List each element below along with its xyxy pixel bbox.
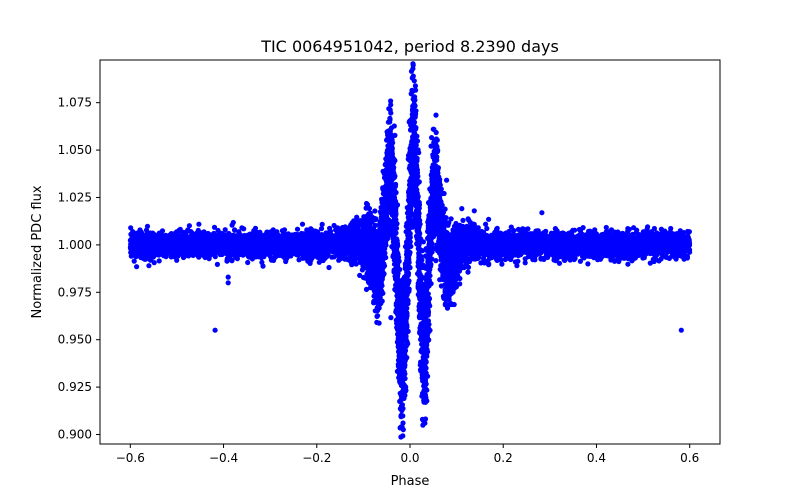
- data-point: [281, 227, 288, 233]
- data-point: [388, 98, 394, 104]
- data-point: [626, 226, 632, 232]
- data-point: [603, 224, 609, 231]
- data-point: [333, 227, 339, 233]
- data-point: [306, 230, 312, 236]
- data-point: [158, 231, 164, 237]
- data-point: [372, 222, 378, 228]
- data-point: [229, 257, 235, 264]
- data-point: [318, 226, 325, 232]
- data-point: [195, 227, 201, 233]
- data-point: [268, 229, 274, 235]
- data-point: [448, 216, 454, 222]
- data-point: [666, 255, 673, 261]
- data-point: [486, 216, 492, 222]
- data-point: [522, 260, 528, 266]
- data-point: [484, 225, 490, 232]
- data-point: [317, 255, 323, 262]
- data-point: [483, 221, 489, 227]
- data-point: [625, 261, 631, 267]
- data-point: [471, 221, 477, 227]
- data-point: [156, 258, 162, 264]
- data-point: [459, 206, 465, 212]
- data-point: [186, 223, 192, 229]
- data-point: [508, 224, 514, 230]
- data-point: [214, 261, 220, 267]
- data-point: [499, 261, 505, 267]
- data-point: [128, 225, 134, 231]
- data-point: [354, 214, 360, 220]
- data-point: [470, 227, 476, 233]
- data-point: [134, 264, 140, 270]
- data-point: [465, 269, 471, 275]
- data-point: [151, 260, 157, 266]
- data-point: [211, 224, 218, 230]
- data-point: [222, 227, 228, 233]
- data-point: [299, 221, 306, 227]
- data-point: [174, 257, 180, 263]
- data-point: [585, 261, 591, 267]
- data-point: [515, 226, 522, 232]
- data-point: [357, 259, 363, 265]
- data-point: [576, 226, 583, 233]
- data-point: [631, 225, 637, 231]
- data-point: [686, 229, 693, 235]
- data-point: [460, 217, 466, 223]
- data-point: [146, 263, 152, 269]
- data-point: [259, 259, 265, 265]
- data-point: [644, 226, 650, 232]
- data-point: [552, 226, 559, 232]
- data-points: [127, 61, 693, 440]
- data-point: [232, 227, 238, 233]
- data-point: [615, 256, 621, 262]
- data-point: [577, 258, 584, 264]
- data-point: [363, 286, 370, 292]
